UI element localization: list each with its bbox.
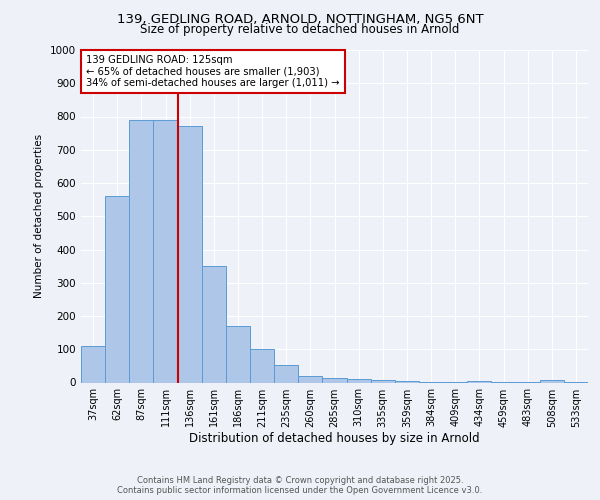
Bar xyxy=(347,379,371,382)
Bar xyxy=(105,196,129,382)
Bar xyxy=(467,381,491,382)
Text: Size of property relative to detached houses in Arnold: Size of property relative to detached ho… xyxy=(140,22,460,36)
Bar xyxy=(395,381,419,382)
Y-axis label: Number of detached properties: Number of detached properties xyxy=(34,134,44,298)
Bar xyxy=(226,326,250,382)
Text: 139, GEDLING ROAD, ARNOLD, NOTTINGHAM, NG5 6NT: 139, GEDLING ROAD, ARNOLD, NOTTINGHAM, N… xyxy=(116,12,484,26)
Bar xyxy=(298,376,322,382)
Text: 139 GEDLING ROAD: 125sqm
← 65% of detached houses are smaller (1,903)
34% of sem: 139 GEDLING ROAD: 125sqm ← 65% of detach… xyxy=(86,55,340,88)
Text: Contains HM Land Registry data © Crown copyright and database right 2025.: Contains HM Land Registry data © Crown c… xyxy=(137,476,463,485)
Bar xyxy=(154,120,178,382)
Bar xyxy=(371,380,395,382)
Text: Contains public sector information licensed under the Open Government Licence v3: Contains public sector information licen… xyxy=(118,486,482,495)
Bar xyxy=(202,266,226,382)
Bar xyxy=(129,120,154,382)
Bar xyxy=(540,380,564,382)
Bar xyxy=(250,349,274,382)
Bar xyxy=(274,365,298,382)
Bar xyxy=(322,378,347,382)
Bar xyxy=(178,126,202,382)
Bar xyxy=(81,346,105,383)
X-axis label: Distribution of detached houses by size in Arnold: Distribution of detached houses by size … xyxy=(189,432,480,446)
